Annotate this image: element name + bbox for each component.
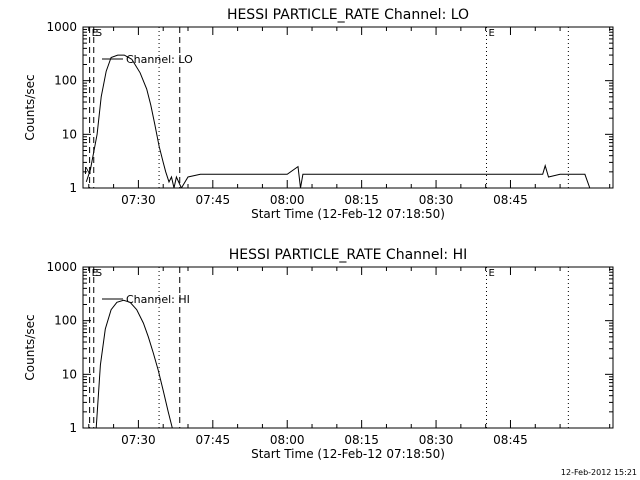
- plot-frame: [82, 266, 614, 429]
- footer-timestamp: 12-Feb-2012 15:21: [561, 468, 637, 477]
- chart-title: HESSI PARTICLE_RATE Channel: HI: [229, 247, 467, 263]
- event-marker-label: S: [96, 268, 102, 279]
- x-axis-label: Start Time (12-Feb-12 07:18:50): [251, 207, 445, 221]
- y-tick-label: 1000: [46, 260, 77, 274]
- x-axis-label: Start Time (12-Feb-12 07:18:50): [251, 447, 445, 461]
- x-tick-label: 07:45: [196, 193, 231, 207]
- event-marker-label: E: [488, 268, 494, 279]
- legend-label: Channel: HI: [126, 293, 190, 306]
- event-marker-label: S: [96, 28, 102, 39]
- y-tick-label: 10: [62, 127, 77, 141]
- legend-label: Channel: LO: [126, 53, 193, 66]
- x-tick-label: 08:15: [344, 433, 379, 447]
- x-tick-label: 08:30: [419, 433, 454, 447]
- y-tick-label: 100: [54, 74, 77, 88]
- x-tick-label: 07:30: [121, 433, 156, 447]
- y-tick-label: 1: [69, 181, 77, 195]
- x-tick-label: 08:00: [270, 433, 305, 447]
- y-tick-label: 1: [69, 421, 77, 435]
- plot-frame: [82, 26, 614, 189]
- y-tick-label: 1000: [46, 20, 77, 34]
- x-tick-label: 08:45: [493, 433, 528, 447]
- x-tick-label: 08:30: [419, 193, 454, 207]
- chart-title: HESSI PARTICLE_RATE Channel: LO: [227, 7, 469, 23]
- y-axis-label: Counts/sec: [23, 74, 37, 140]
- y-tick-label: 100: [54, 314, 77, 328]
- x-tick-label: 07:30: [121, 193, 156, 207]
- panel-mark: N: [84, 166, 91, 177]
- y-tick-label: 10: [62, 367, 77, 381]
- event-marker-label: E: [92, 28, 98, 39]
- x-tick-label: 08:45: [493, 193, 528, 207]
- event-marker-label: E: [488, 28, 494, 39]
- x-tick-label: 08:00: [270, 193, 305, 207]
- chart-panel-2: HESSI PARTICLE_RATE Channel: HI 07:30 07:4…: [23, 247, 614, 461]
- chart-panel-1: HESSI PARTICLE_RATE Channel: LO 07:30 07:4…: [23, 7, 614, 221]
- event-marker-label: E: [92, 268, 98, 279]
- series-line-1: [95, 299, 173, 428]
- y-axis-label: Counts/sec: [23, 314, 37, 380]
- x-tick-label: 08:15: [344, 193, 379, 207]
- x-tick-label: 07:45: [196, 433, 231, 447]
- series-line-1: [85, 54, 591, 188]
